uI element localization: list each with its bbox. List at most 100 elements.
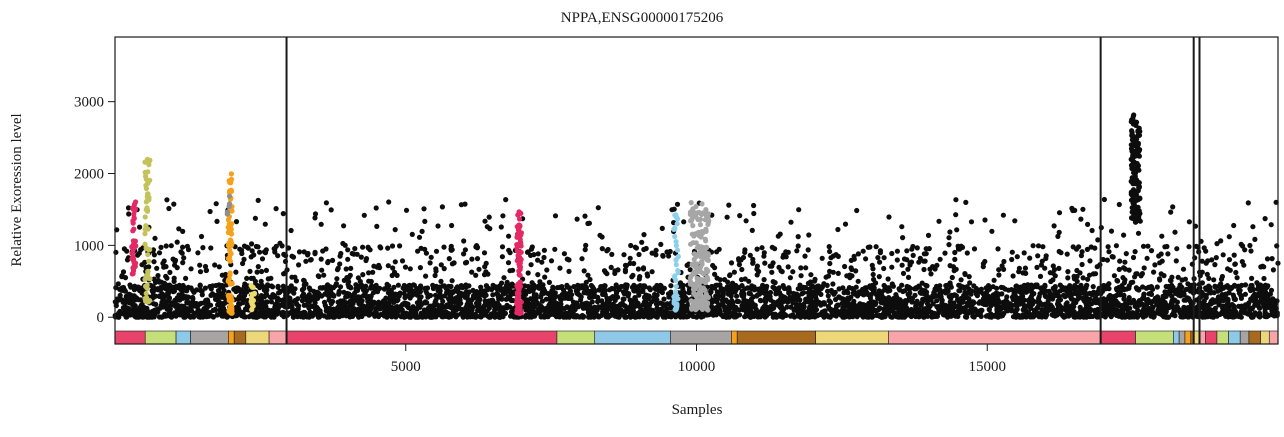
data-point xyxy=(1203,285,1209,291)
data-point xyxy=(709,304,715,310)
data-point xyxy=(772,246,778,252)
data-point xyxy=(239,247,245,254)
data-point xyxy=(1021,250,1027,256)
data-point xyxy=(1074,284,1080,290)
data-point xyxy=(621,252,627,258)
data-point xyxy=(579,256,585,262)
data-point xyxy=(1236,313,1242,320)
data-point xyxy=(962,271,968,277)
data-point xyxy=(208,245,214,251)
data-point xyxy=(1031,291,1037,297)
data-point xyxy=(1083,291,1089,297)
data-point xyxy=(842,221,849,227)
data-point xyxy=(1242,302,1249,308)
data-point xyxy=(725,304,732,310)
data-point xyxy=(864,311,870,318)
data-point xyxy=(333,281,339,287)
data-point xyxy=(627,255,633,261)
data-point xyxy=(361,284,367,290)
data-point xyxy=(587,276,593,283)
data-point xyxy=(427,292,434,299)
data-point xyxy=(726,290,732,296)
data-point xyxy=(307,257,314,263)
data-point xyxy=(318,256,324,262)
data-point xyxy=(1206,275,1212,281)
data-point xyxy=(312,215,318,221)
data-point xyxy=(877,305,883,311)
data-point xyxy=(615,294,621,300)
data-point xyxy=(943,283,949,289)
data-point xyxy=(566,268,572,274)
data-point xyxy=(1180,266,1187,272)
data-point xyxy=(1216,299,1223,305)
data-point xyxy=(172,257,179,263)
data-point xyxy=(373,205,379,211)
data-point xyxy=(986,307,992,313)
data-point xyxy=(739,291,745,297)
data-point xyxy=(1064,300,1070,306)
data-point xyxy=(601,268,608,274)
data-point xyxy=(1110,254,1116,260)
data-point xyxy=(680,282,686,288)
data-point xyxy=(932,288,938,294)
data-point xyxy=(392,227,398,233)
data-point xyxy=(547,301,553,307)
data-point xyxy=(185,295,191,301)
data-point xyxy=(809,283,816,289)
data-point xyxy=(281,271,287,277)
data-point xyxy=(810,313,816,319)
data-point xyxy=(486,302,492,308)
data-point xyxy=(548,258,555,264)
data-point xyxy=(265,282,271,288)
data-point xyxy=(894,257,900,263)
data-point xyxy=(504,302,510,308)
data-point xyxy=(1209,257,1215,263)
data-point xyxy=(122,275,129,281)
data-point xyxy=(751,210,757,217)
data-point xyxy=(646,294,652,300)
data-point xyxy=(1079,249,1085,255)
data-point xyxy=(1122,259,1128,265)
data-point xyxy=(899,262,905,268)
data-point xyxy=(1012,218,1018,224)
data-point xyxy=(150,247,156,253)
data-point xyxy=(855,278,861,284)
data-point xyxy=(746,278,752,284)
data-point xyxy=(397,243,403,249)
data-point xyxy=(869,262,875,268)
data-point xyxy=(321,299,328,305)
data-point xyxy=(565,295,571,301)
data-point xyxy=(1130,254,1137,261)
data-point xyxy=(123,314,129,320)
data-point xyxy=(1122,266,1128,272)
data-point xyxy=(265,312,271,318)
data-point xyxy=(311,288,317,294)
data-point xyxy=(716,302,722,308)
data-point xyxy=(1015,288,1021,294)
data-point xyxy=(1214,313,1220,319)
tissue-band xyxy=(1228,330,1241,345)
data-point xyxy=(595,205,601,211)
data-point xyxy=(798,273,804,279)
data-point xyxy=(1105,244,1111,250)
data-point xyxy=(1009,256,1015,263)
data-point xyxy=(681,219,687,225)
data-point xyxy=(1105,285,1111,291)
data-point xyxy=(974,293,981,299)
data-point xyxy=(1170,310,1177,316)
data-point xyxy=(122,288,128,294)
data-point xyxy=(899,299,905,305)
data-point xyxy=(539,298,546,304)
data-point xyxy=(443,285,449,291)
data-point xyxy=(189,313,195,319)
data-point xyxy=(240,260,246,267)
data-point xyxy=(1262,312,1268,318)
data-point xyxy=(163,273,169,279)
data-point xyxy=(450,308,456,315)
data-point xyxy=(612,270,618,276)
data-point xyxy=(882,298,888,304)
data-point xyxy=(1172,229,1178,235)
data-point xyxy=(1199,289,1205,295)
data-point xyxy=(1039,258,1045,264)
